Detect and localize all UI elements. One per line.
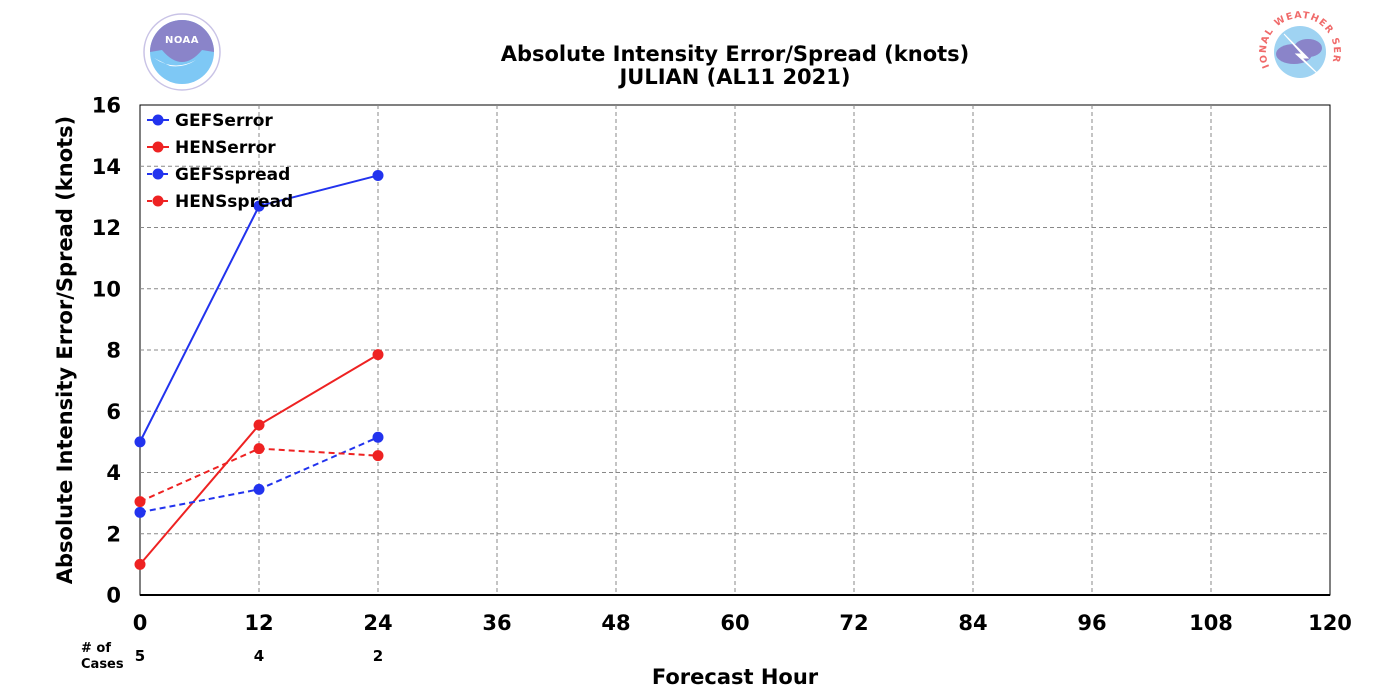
- data-point: [253, 483, 265, 495]
- x-tick-label: 96: [1077, 611, 1106, 635]
- x-tick-label: 84: [958, 611, 987, 635]
- legend-swatch-marker: [152, 141, 164, 153]
- legend-entry: GEFSerror: [147, 111, 273, 131]
- legend-entry: GEFSspread: [147, 165, 290, 185]
- x-tick-label: 60: [720, 611, 749, 635]
- x-tick-label: 72: [839, 611, 868, 635]
- data-point: [372, 431, 384, 443]
- data-point: [372, 450, 384, 462]
- cases-label-line1: # of: [81, 641, 111, 656]
- case-counts: 5 4 2: [135, 647, 383, 665]
- case-count: 5: [135, 647, 145, 665]
- x-tick-label: 0: [133, 611, 148, 635]
- y-tick-label: 0: [106, 584, 121, 608]
- series-HENSerror: [134, 349, 384, 570]
- data-point: [372, 349, 384, 361]
- svg-text:NOAA: NOAA: [165, 35, 199, 46]
- legend-swatch-marker: [152, 168, 164, 180]
- data-point: [372, 169, 384, 181]
- series-lines: [134, 169, 384, 570]
- y-tick-label: 12: [92, 216, 121, 240]
- y-tick-label: 10: [92, 277, 121, 301]
- data-point: [253, 200, 265, 212]
- data-point: [134, 506, 146, 518]
- legend-label: HENSerror: [175, 138, 276, 158]
- x-axis-label: Forecast Hour: [652, 665, 819, 689]
- chart-title: Absolute Intensity Error/Spread (knots): [501, 42, 970, 66]
- noaa-logo: NOAA: [143, 13, 221, 91]
- y-tick-label: 14: [92, 155, 121, 179]
- case-count: 2: [373, 647, 383, 665]
- data-point: [253, 419, 265, 431]
- legend-swatch-marker: [152, 114, 164, 126]
- data-point: [134, 558, 146, 570]
- x-tick-label: 36: [482, 611, 511, 635]
- data-point: [134, 436, 146, 448]
- data-point: [134, 496, 146, 508]
- legend-entry: HENSerror: [147, 138, 276, 158]
- grid-lines: [140, 105, 1330, 595]
- x-tick-label: 48: [601, 611, 630, 635]
- y-tick-label: 6: [106, 400, 121, 424]
- series-GEFSspread: [134, 431, 384, 518]
- case-count: 4: [254, 647, 264, 665]
- x-tick-labels: 0 12 24 36 48 60 72 84 96 108 120: [133, 611, 1352, 635]
- legend: GEFSerror HENSerror GEFSspread HENSspread: [147, 111, 293, 212]
- legend-entry: HENSspread: [147, 192, 293, 212]
- legend-label: GEFSspread: [175, 165, 290, 185]
- chart-subtitle: JULIAN (AL11 2021): [617, 65, 850, 89]
- legend-label: GEFSerror: [175, 111, 273, 131]
- nws-logo: NATIONAL WEATHER SERVICE: [1258, 10, 1341, 89]
- cases-label-line2: Cases: [81, 657, 124, 672]
- legend-label: HENSspread: [175, 192, 293, 212]
- y-tick-labels: 0 2 4 6 8 10 12 14 16: [92, 94, 121, 608]
- legend-swatch-marker: [152, 195, 164, 207]
- data-point: [253, 443, 265, 455]
- y-axis-label: Absolute Intensity Error/Spread (knots): [53, 116, 77, 585]
- y-tick-label: 8: [106, 339, 121, 363]
- x-tick-label: 12: [244, 611, 273, 635]
- x-tick-label: 120: [1308, 611, 1352, 635]
- x-tick-label: 24: [363, 611, 392, 635]
- y-tick-label: 16: [92, 94, 121, 118]
- x-tick-label: 108: [1189, 611, 1233, 635]
- series-GEFSerror: [134, 169, 384, 448]
- series-HENSspread: [134, 443, 384, 508]
- y-tick-label: 2: [106, 522, 121, 546]
- y-tick-label: 4: [106, 461, 121, 485]
